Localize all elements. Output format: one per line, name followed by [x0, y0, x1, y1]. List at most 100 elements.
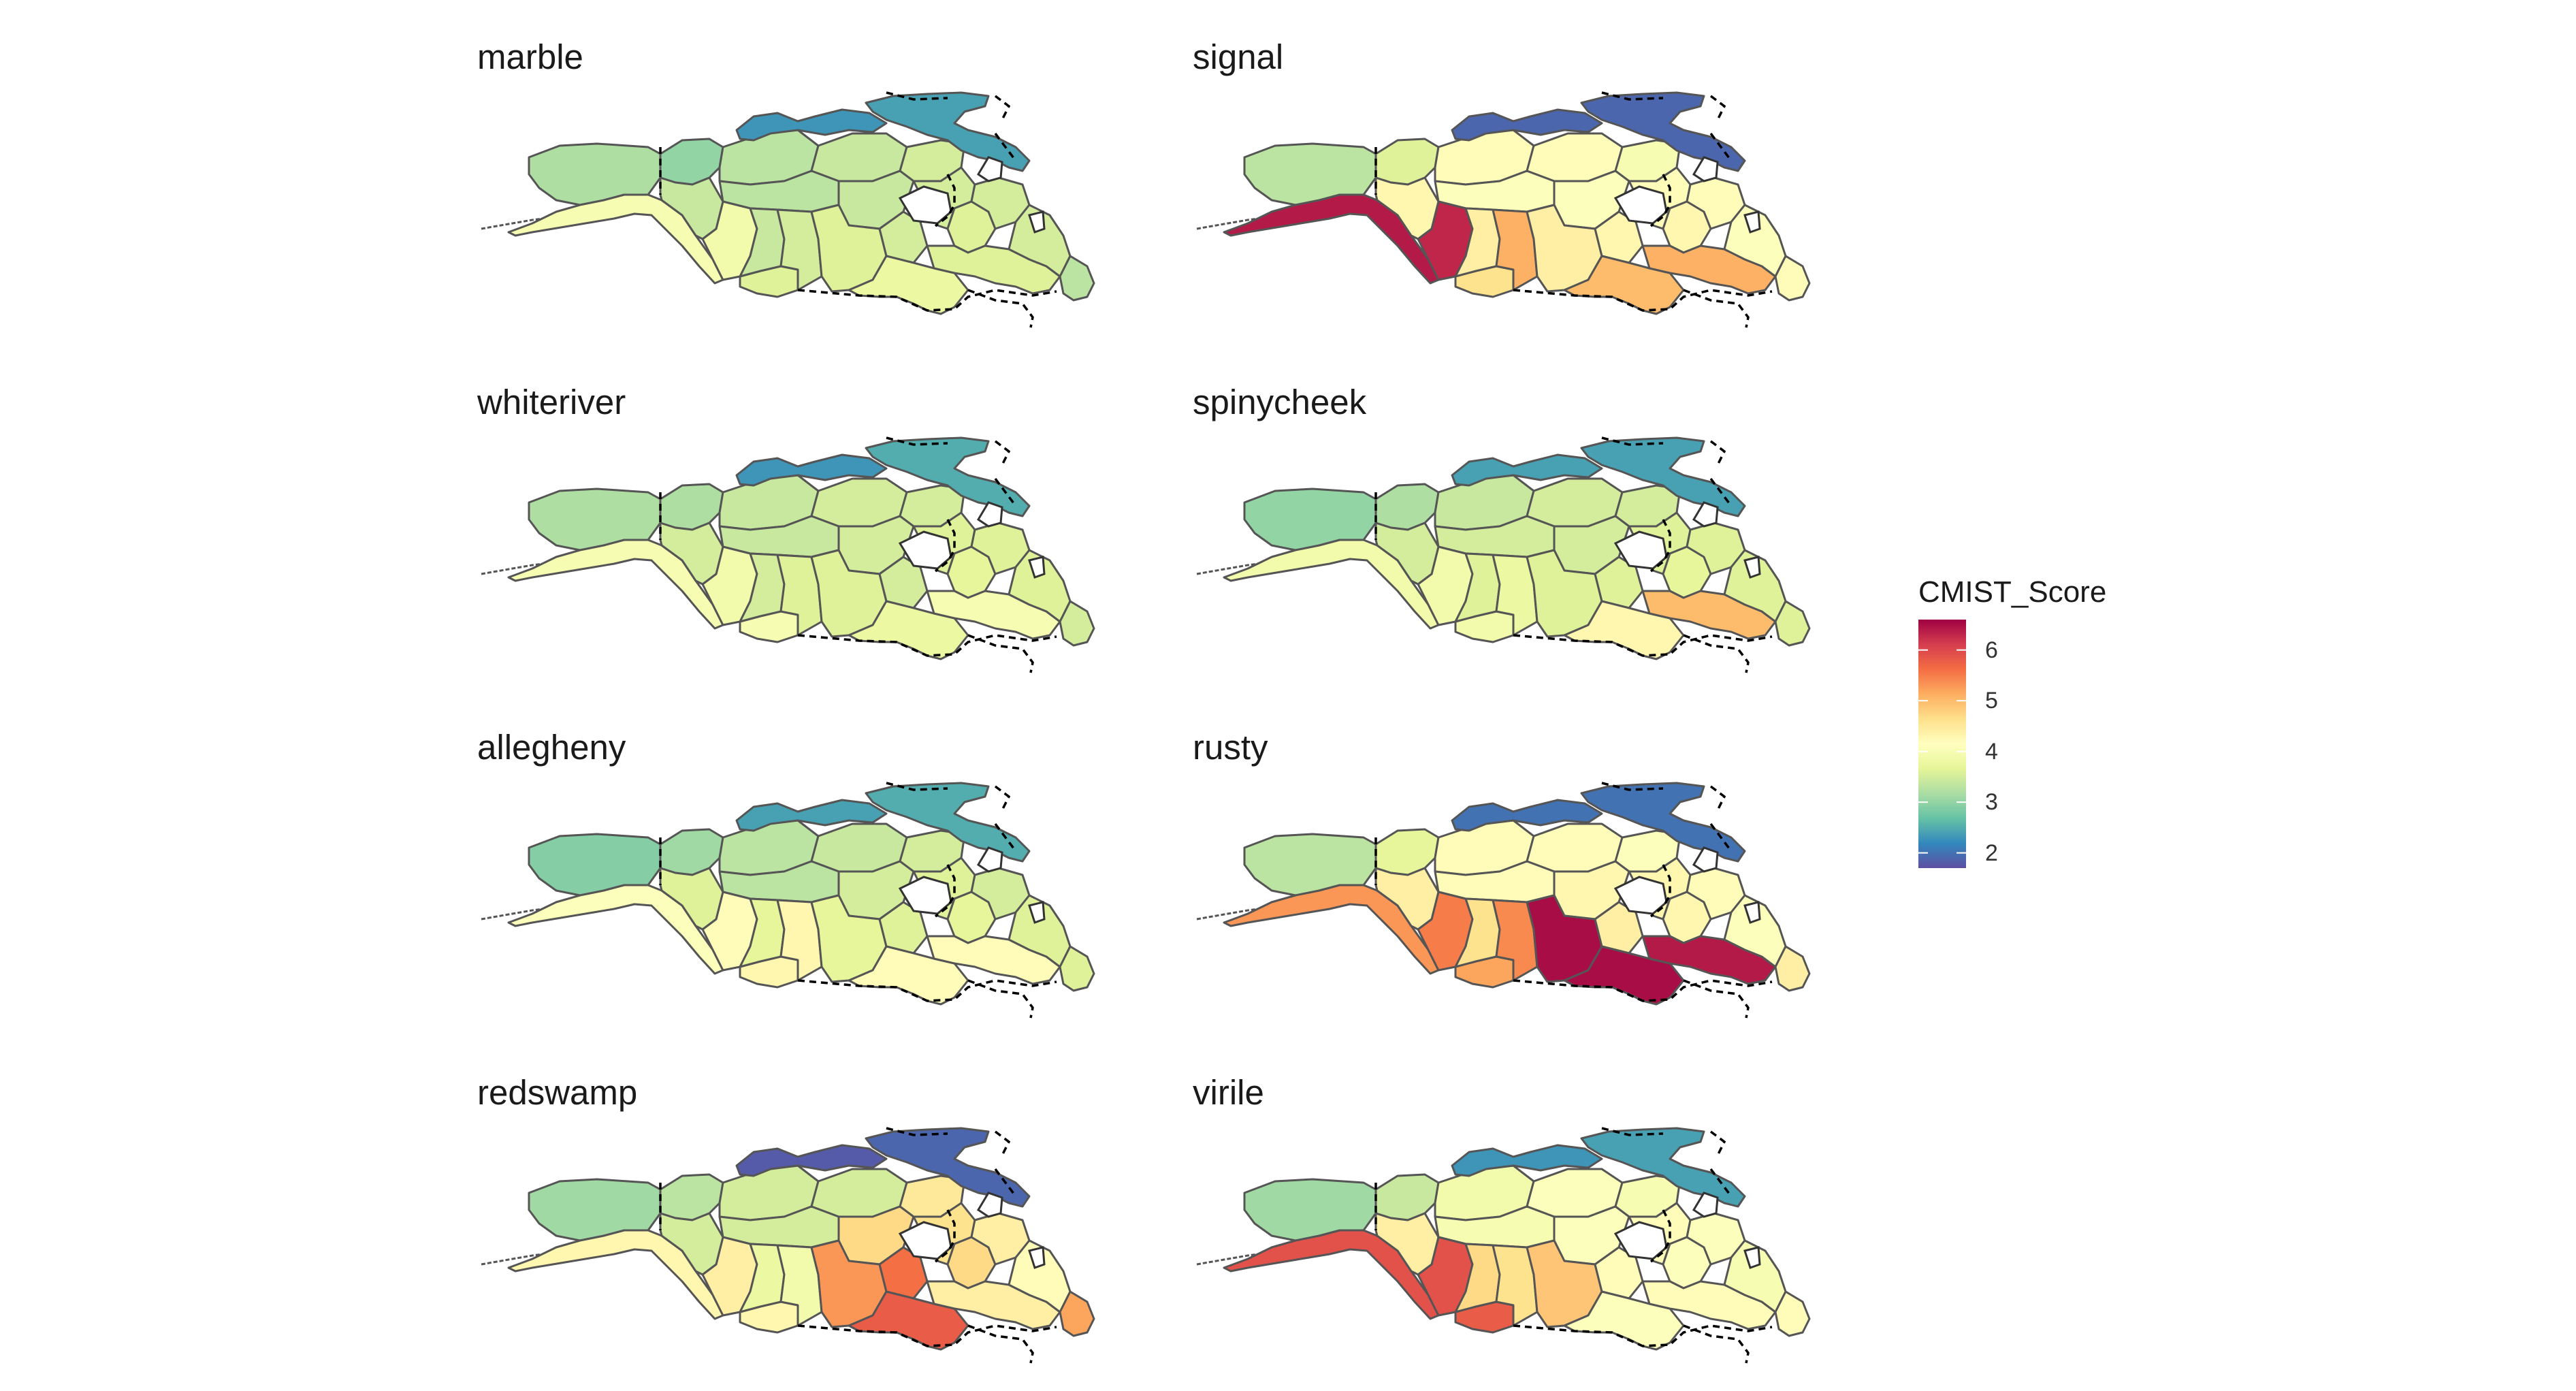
region-ontario_south [1563, 255, 1685, 315]
region-arctic_islands [735, 453, 888, 487]
region-bc_north [1374, 1212, 1440, 1276]
map-virile [1196, 1127, 1811, 1364]
region-alaska_coast [507, 884, 724, 975]
dashed-boundary [1649, 1209, 1671, 1263]
region-maritimes [1774, 255, 1811, 302]
dashed-boundary [967, 634, 1034, 673]
aleutian-islands [481, 908, 543, 921]
region-ontario_south [1563, 1290, 1685, 1351]
water-body [1028, 210, 1046, 234]
legend-tick-label: 5 [1985, 688, 1998, 714]
region-quebec_south [1641, 1280, 1777, 1330]
dashed-boundary [934, 864, 956, 918]
map-panel-signal: signal [1190, 18, 1871, 331]
region-quebec_south [926, 1280, 1061, 1330]
water-body [1692, 846, 1719, 873]
water-body [1028, 1246, 1046, 1269]
color-legend: CMIST_Score 6 5 4 3 2 [1918, 575, 2150, 882]
dashed-boundary [1601, 1127, 1664, 1136]
dashed-boundary [886, 91, 948, 101]
legend-tick-label: 2 [1985, 840, 1998, 866]
dashed-boundary [967, 1324, 1034, 1364]
dashed-boundary [886, 436, 948, 446]
dashed-boundary [1513, 1324, 1773, 1347]
region-ontario_south [1563, 600, 1685, 660]
legend-colorbar [1918, 620, 1966, 868]
region-baffin [865, 1127, 1031, 1208]
region-yukon_north [1374, 828, 1440, 876]
dashed-boundary [1709, 785, 1726, 811]
region-arctic_islands [735, 799, 888, 832]
map-rusty [1196, 782, 1811, 1019]
dashed-boundary [967, 289, 1034, 328]
region-arctic_islands [1451, 453, 1603, 487]
region-yukon_north [659, 483, 724, 531]
dashed-boundary [1709, 440, 1726, 466]
water-body [1692, 501, 1719, 528]
dashed-boundary [1683, 979, 1750, 1019]
region-bc_north [1374, 176, 1440, 240]
region-yukon_north [1374, 138, 1440, 186]
dashed-boundary [1683, 634, 1750, 673]
dashed-boundary [1513, 634, 1773, 657]
dashed-boundary [797, 979, 1057, 1002]
water-body [1692, 156, 1719, 182]
region-arctic_islands [1451, 799, 1603, 832]
water-body [1743, 1246, 1761, 1269]
dashed-boundary [797, 634, 1057, 657]
region-maritimes [1059, 945, 1095, 992]
region-alaska_coast [1223, 193, 1440, 285]
dashed-boundary [1709, 132, 1733, 162]
map-redswamp [481, 1127, 1095, 1364]
region-yukon_north [659, 1173, 724, 1221]
legend-title: CMIST_Score [1918, 575, 2107, 609]
region-ontario_south [1563, 945, 1685, 1006]
region-arctic_islands [1451, 1144, 1603, 1177]
map-panel-rusty: rusty [1190, 708, 1871, 1021]
map-marble [481, 91, 1095, 328]
aleutian-islands [481, 562, 543, 575]
region-yukon_north [1374, 483, 1440, 531]
water-body [1743, 210, 1761, 234]
map-panel-allegheny: allegheny [474, 708, 1155, 1021]
panel-title: spinycheek [1193, 383, 1367, 421]
region-ontario_south [848, 945, 969, 1006]
region-bc_north [659, 867, 724, 931]
panel-title: whiteriver [477, 383, 626, 421]
dashed-boundary [1649, 174, 1671, 227]
dashed-boundary [994, 477, 1017, 507]
aleutian-islands [1196, 562, 1259, 575]
aleutian-islands [1196, 217, 1259, 230]
dashed-boundary [967, 979, 1034, 1019]
map-whiteriver [481, 436, 1095, 673]
dashed-boundary [1709, 822, 1733, 852]
legend-tick-label: 6 [1985, 637, 1998, 663]
aleutian-islands [1196, 1253, 1259, 1266]
region-baffin [865, 91, 1031, 172]
water-body [1743, 901, 1761, 924]
water-body [976, 1192, 1003, 1218]
dashed-boundary [1709, 1130, 1726, 1156]
map-signal [1196, 91, 1811, 328]
dashed-boundary [1513, 289, 1773, 312]
dashed-boundary [886, 1127, 948, 1136]
region-maritimes [1774, 945, 1811, 992]
map-panel-virile: virile [1190, 1053, 1871, 1366]
map-spinycheek [1196, 436, 1811, 673]
region-baffin [1580, 1127, 1746, 1208]
region-bc_north [659, 1212, 724, 1276]
region-maritimes [1059, 1290, 1095, 1337]
region-bc_north [1374, 867, 1440, 931]
region-yukon_north [659, 828, 724, 876]
aleutian-islands [1196, 908, 1259, 921]
dashed-boundary [994, 1168, 1017, 1198]
water-body [1692, 1192, 1719, 1218]
region-baffin [865, 436, 1031, 517]
water-body [1028, 556, 1046, 579]
dashed-boundary [1601, 782, 1664, 791]
region-alaska_coast [1223, 539, 1440, 630]
region-bc_north [1374, 522, 1440, 586]
region-bc_north [659, 522, 724, 586]
region-bc_north [659, 176, 724, 240]
region-quebec_south [926, 935, 1061, 985]
